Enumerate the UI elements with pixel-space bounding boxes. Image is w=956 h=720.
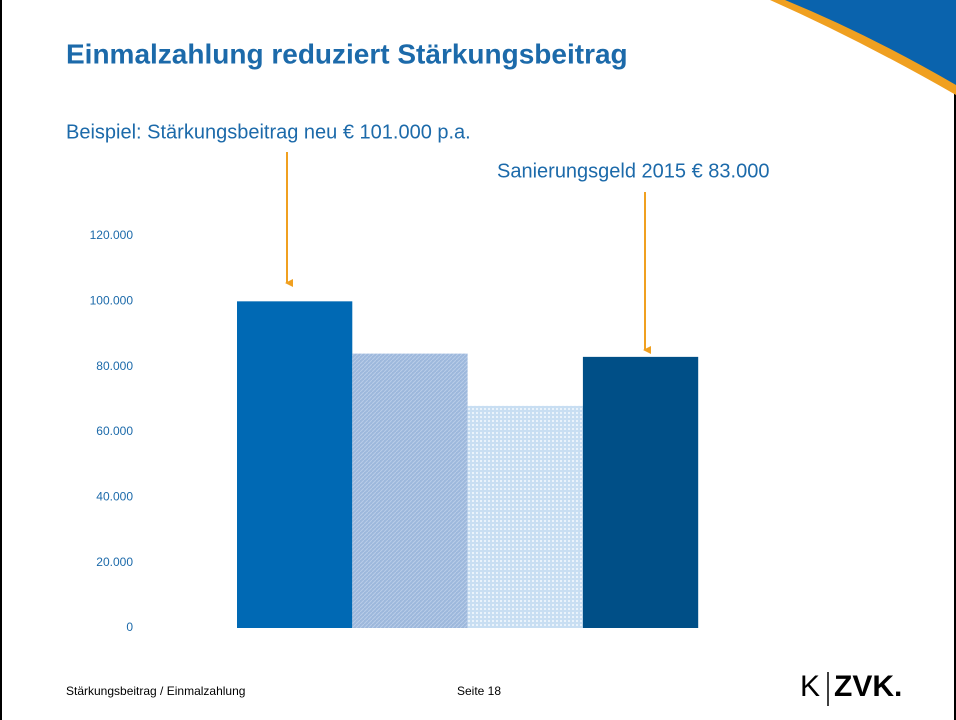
y-tick-label: 80.000 <box>96 359 133 373</box>
logo: K <box>800 670 820 703</box>
bar <box>352 353 468 628</box>
annotation: Beispiel: Stärkungsbeitrag neu € 101.000… <box>66 121 471 143</box>
annotation: Sanierungsgeld 2015 € 83.000 <box>497 160 769 182</box>
bar <box>237 301 353 628</box>
slide-title: Einmalzahlung reduziert Stärkungsbeitrag <box>66 38 628 69</box>
y-tick-label: 40.000 <box>96 490 133 504</box>
footer: Stärkungsbeitrag / Einmalzahlung <box>66 684 245 698</box>
y-tick-label: 60.000 <box>96 424 133 438</box>
chart: 0 20.000 40.000 60.000 80.000 100.000 120.000 <box>90 228 699 634</box>
bar <box>582 356 699 628</box>
y-tick-label: 100.000 <box>90 294 134 308</box>
y-tick-label: 0 <box>126 620 133 634</box>
page-number: Seite 18 <box>457 684 501 698</box>
y-tick-label: 20.000 <box>96 555 133 569</box>
logo: ZVK. <box>834 670 902 703</box>
y-tick-label: 120.000 <box>90 228 134 242</box>
bar <box>467 405 583 628</box>
corner-decoration <box>785 0 956 85</box>
